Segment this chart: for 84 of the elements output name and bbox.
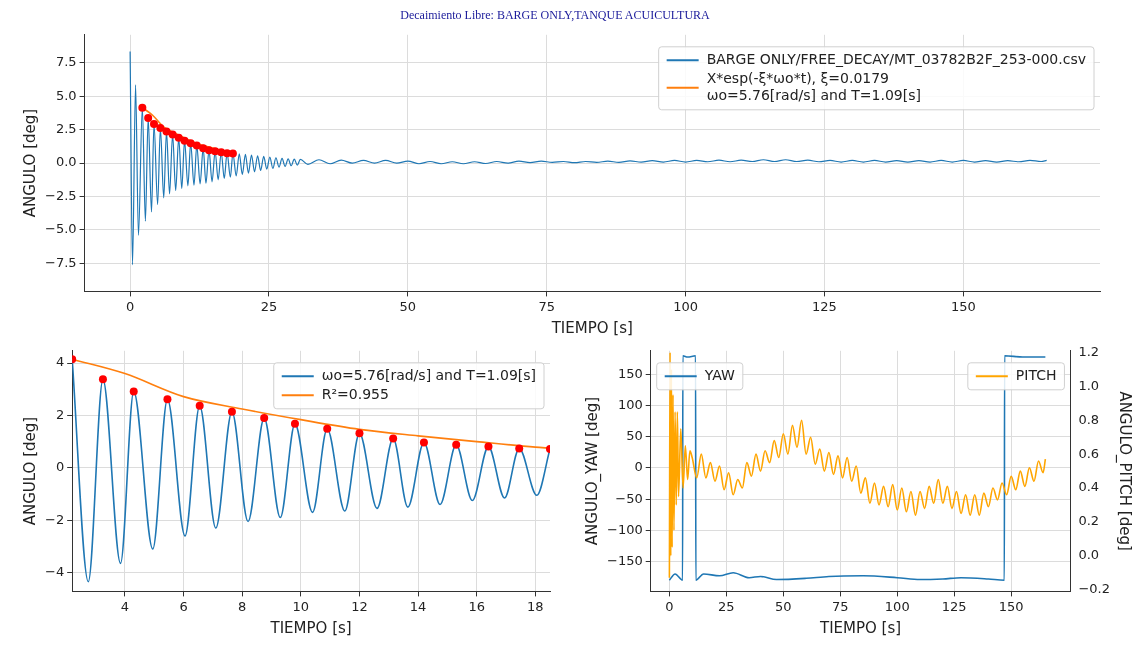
y-axis-title: ANGULO_YAW [deg] <box>582 396 602 546</box>
x-tick-label: 150 <box>998 598 1024 614</box>
x-tick-label: 14 <box>409 598 427 614</box>
legend-label: PITCH <box>1015 366 1057 383</box>
x-tick-label: 75 <box>538 298 556 314</box>
y2-tick-label: 0.8 <box>1078 411 1100 427</box>
y-tick-label: 0.0 <box>55 154 77 170</box>
x-tick-label: 0 <box>665 598 674 614</box>
y-axis-title: ANGULO [deg] <box>20 108 39 218</box>
y-tick-label: 0 <box>634 459 643 475</box>
point <box>144 113 153 122</box>
y2-tick-label: 1.0 <box>1078 377 1100 393</box>
point <box>515 444 524 453</box>
y-tick-label: 100 <box>617 397 643 413</box>
legend-label: R²=0.955 <box>321 385 389 402</box>
point <box>98 375 107 384</box>
y2-tick-label: 0.4 <box>1078 479 1100 495</box>
point <box>290 419 299 428</box>
point <box>419 438 428 447</box>
x-tick-label: 125 <box>941 598 967 614</box>
y-axis-title: ANGULO [deg] <box>20 416 39 526</box>
point <box>227 407 236 416</box>
x-tick-label: 16 <box>468 598 485 614</box>
x-tick-label: 10 <box>292 598 310 614</box>
x-tick-label: 25 <box>718 598 735 614</box>
chart-title: Decaimiento Libre: BARGE ONLY,TANQUE ACUICULTURA <box>399 7 711 24</box>
x-tick-label: 25 <box>260 298 278 314</box>
point <box>195 401 204 410</box>
point <box>156 124 165 133</box>
y-tick-label: 150 <box>617 365 643 381</box>
x-tick-label: 100 <box>673 298 699 314</box>
y-tick-label: −4 <box>44 563 65 579</box>
y-tick-label: −100 <box>606 521 643 537</box>
x-tick-label: 50 <box>399 298 417 314</box>
y2-axis-title: ANGULO_PITCH [deg] <box>1115 391 1135 551</box>
y-tick-label: −5.0 <box>44 221 77 237</box>
x-tick-label: 18 <box>527 598 544 614</box>
point <box>150 120 158 129</box>
point <box>355 429 364 438</box>
x-tick-label: 50 <box>775 598 792 614</box>
point <box>389 434 398 443</box>
x-tick-label: 8 <box>238 598 247 614</box>
y2-tick-label: 0.2 <box>1078 513 1100 529</box>
point <box>163 395 172 404</box>
point <box>192 141 201 150</box>
legend-label: ωo=5.76[rad/s] and T=1.09[s] <box>321 366 537 383</box>
legend-label: X*esp(-ξ*ωo*t), ξ=0.0179 ωo=5.76[rad/s] and T=1.09[s] <box>706 69 921 103</box>
legend-label: YAW <box>703 366 735 383</box>
point <box>452 440 461 449</box>
x-tick-label: 75 <box>832 598 849 614</box>
x-tick-label: 100 <box>884 598 910 614</box>
y2-tick-label: 0.6 <box>1078 445 1100 461</box>
legend-label: BARGE ONLY/FREE_DECAY/MT_03782B2F_253-000.csv <box>706 50 1086 67</box>
y-tick-label: 2.5 <box>55 121 77 137</box>
point <box>228 149 237 158</box>
x-axis-title: TIEMPO [s] <box>550 318 633 337</box>
point <box>129 387 138 396</box>
x-tick-label: 150 <box>950 298 976 314</box>
y-tick-label: 50 <box>626 428 643 444</box>
y-tick-label: −2 <box>44 511 65 527</box>
y-tick-label: 2 <box>55 406 65 422</box>
y2-tick-label: 0.0 <box>1078 547 1100 563</box>
x-tick-label: 6 <box>179 598 188 614</box>
point <box>484 442 493 451</box>
point <box>162 127 171 136</box>
y2-tick-label: −0.2 <box>1078 581 1111 597</box>
y-tick-label: −7.5 <box>44 254 77 270</box>
y-tick-label: 4 <box>55 354 65 370</box>
y-tick-label: −150 <box>606 552 643 568</box>
y-tick-label: 5.0 <box>55 87 77 103</box>
x-tick-label: 125 <box>812 298 837 314</box>
y-tick-label: −2.5 <box>44 187 77 203</box>
point <box>323 424 332 433</box>
y-tick-label: −50 <box>615 490 643 506</box>
point <box>138 103 147 112</box>
point <box>260 414 269 423</box>
x-axis-title: TIEMPO [s] <box>818 618 902 637</box>
y-tick-label: 0 <box>55 459 65 475</box>
y2-tick-label: 1.2 <box>1078 343 1100 359</box>
y-tick-label: 7.5 <box>55 54 77 70</box>
x-axis-title: TIEMPO [s] <box>269 618 352 637</box>
x-tick-label: 4 <box>120 598 130 614</box>
x-tick-label: 0 <box>125 298 135 314</box>
x-tick-label: 12 <box>351 598 368 614</box>
